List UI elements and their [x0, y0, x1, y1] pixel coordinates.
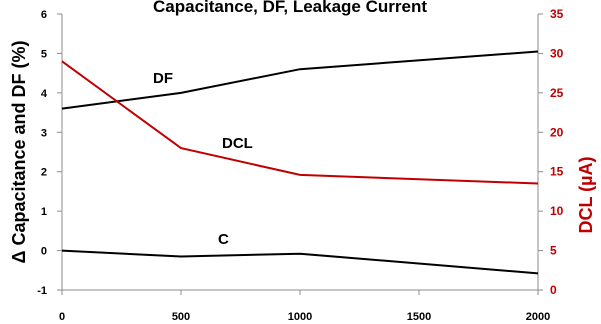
y2-tick-label: 10: [550, 204, 564, 218]
series-line-dcl: [61, 60, 539, 185]
x-tick-label: 2000: [526, 311, 550, 323]
y-tick-label: -1: [37, 285, 47, 297]
series-label-dcl: DCL: [222, 135, 253, 152]
y-tick-label: 4: [41, 88, 48, 100]
series-label-df: DF: [153, 70, 173, 87]
y2-tick-label: 0: [550, 283, 557, 297]
ticks: -1 0 1 2 3 4 5 6 0 5 10 15 20 25 30 35 0 500 1000 1500 2000: [37, 7, 563, 323]
y2-tick-label: 5: [550, 244, 557, 258]
series: [61, 50, 539, 275]
y2-tick-label: 25: [550, 86, 564, 100]
y2-tick-label: 20: [550, 125, 564, 139]
y2-tick-label: 35: [550, 7, 564, 21]
x-tick-label: 1500: [407, 311, 431, 323]
chart-title: Capacitance, DF, Leakage Current: [153, 0, 427, 16]
y-axis-title: Δ Capacitance and DF (%): [9, 41, 29, 264]
series-label-c: C: [218, 231, 229, 248]
x-tick-label: 1000: [288, 311, 312, 323]
y-tick-label: 3: [41, 127, 47, 139]
y-tick-label: 5: [41, 48, 47, 60]
y2-tick-label: 15: [550, 165, 564, 179]
y2-tick-label: 30: [550, 46, 564, 60]
y-tick-label: 6: [41, 9, 47, 21]
axes: [61, 14, 539, 291]
y-tick-label: 2: [41, 167, 47, 179]
series-labels: DF DCL C: [153, 70, 253, 248]
series-line-df: [61, 50, 539, 110]
x-tick-label: 0: [59, 311, 65, 323]
y-tick-label: 0: [41, 246, 47, 258]
y-tick-label: 1: [41, 206, 47, 218]
x-tick-label: 500: [172, 311, 190, 323]
series-line-c: [61, 249, 539, 275]
y2-axis-title: DCL (µA): [576, 156, 596, 233]
